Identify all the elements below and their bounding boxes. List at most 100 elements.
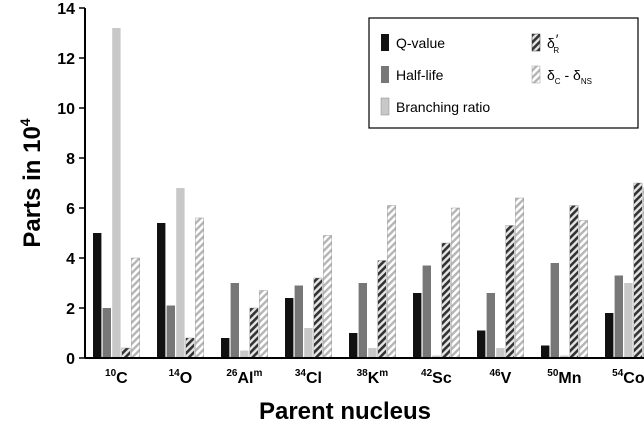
legend-delta-r-sub: R [553, 46, 559, 55]
x-tick-label-cl: 34Cl [295, 368, 322, 387]
bar-cl-series-3 [313, 277, 323, 359]
bar-o-series-1 [166, 305, 175, 358]
bar-mn-series-0 [541, 345, 550, 358]
bar-v-series-3 [505, 225, 515, 359]
bar-c-series-4 [131, 257, 140, 359]
x-tick-mass-number: 26 [226, 368, 238, 379]
bar-co-series-1 [614, 275, 623, 358]
bars-group [93, 28, 644, 359]
bar-sc-series-4 [451, 207, 460, 359]
y-tick-label: 6 [66, 201, 75, 218]
bar-al-series-0 [221, 338, 230, 358]
y-ticks-group: 0 2 4 6 8 10 12 14 [57, 1, 85, 368]
bar-co-series-3 [633, 182, 643, 359]
bar-sc-series-0 [413, 293, 422, 358]
bar-k-series-1 [358, 283, 367, 358]
bar-k-series-0 [349, 333, 358, 358]
x-tick-mass-number: 14 [169, 368, 181, 379]
bar-o-series-4 [195, 217, 204, 359]
legend: Q-value Half-life Branching ratio δ′ R δC… [368, 17, 639, 129]
y-tick-label: 2 [66, 301, 75, 318]
bar-mn-series-2 [560, 355, 569, 358]
legend-label-half-life: Half-life [396, 67, 444, 83]
bar-c-series-2 [112, 28, 121, 358]
bar-k-series-4 [387, 205, 396, 359]
x-tick-element: Mn [558, 370, 581, 387]
y-tick-label: 10 [57, 101, 75, 118]
bar-sc-series-2 [432, 355, 441, 358]
legend-minus: - [561, 67, 573, 83]
x-tick-element: V [501, 370, 512, 387]
x-tick-isomer: m [254, 368, 263, 379]
legend-delta-r-main: δ [547, 35, 555, 51]
bar-v-series-2 [496, 348, 505, 358]
x-tick-mass-number: 54 [612, 368, 624, 379]
legend-delta-ns-sub: NS [581, 77, 592, 86]
legend-swatch-half-life [381, 66, 389, 83]
x-tick-element: C [116, 370, 128, 387]
bar-v-series-1 [486, 293, 495, 358]
y-tick-label: 4 [66, 251, 75, 268]
x-tick-label-sc: 42Sc [421, 368, 452, 387]
x-tick-label-k: 38Km [357, 368, 389, 387]
bar-al-series-3 [249, 307, 259, 359]
y-axis-title-main: Parts in 10 [19, 126, 46, 247]
x-tick-element: K [368, 370, 380, 387]
bar-al-series-1 [230, 283, 239, 358]
bar-al-series-4 [259, 290, 268, 359]
bar-cl-series-4 [323, 235, 332, 359]
x-tick-label-al: 26Alm [226, 368, 262, 387]
x-tick-isomer: m [379, 368, 388, 379]
legend-box [368, 17, 639, 129]
bar-o-series-0 [157, 223, 166, 358]
x-tick-mass-number: 10 [105, 368, 117, 379]
bar-sc-series-3 [441, 242, 451, 359]
bar-v-series-0 [477, 330, 486, 358]
legend-swatch-delta-c-minus-ns [531, 65, 541, 84]
bar-o-series-2 [176, 188, 185, 358]
bar-sc-series-1 [422, 265, 431, 358]
legend-label-delta-r: δ′ R [547, 31, 559, 55]
legend-label-delta-c-minus-ns: δC - δNS [547, 67, 592, 86]
legend-swatch-q-value [381, 34, 389, 51]
bar-mn-series-3 [569, 205, 579, 359]
x-labels-group: 10C 14O 26Alm 34Cl 38Km 42Sc 46V 50Mn 54Co [105, 368, 644, 387]
y-tick-label: 8 [66, 151, 75, 168]
x-tick-mass-number: 34 [295, 368, 307, 379]
bar-v-series-4 [515, 197, 525, 359]
x-tick-element: Co [623, 370, 644, 387]
bar-c-series-3 [121, 347, 131, 359]
legend-swatch-delta-r [531, 33, 541, 52]
bar-cl-series-2 [304, 328, 313, 358]
x-tick-element: Cl [306, 370, 322, 387]
x-tick-element: Al [238, 370, 254, 387]
x-tick-label-c: 10C [105, 368, 128, 387]
bar-k-series-2 [368, 348, 377, 358]
bar-mn-series-1 [550, 263, 559, 358]
legend-delta-c-sub: C [555, 77, 561, 86]
y-tick-label: 0 [66, 351, 75, 368]
legend-delta-r-prime: ′ [556, 31, 559, 47]
legend-label-branching-ratio: Branching ratio [396, 99, 490, 115]
x-tick-mass-number: 50 [547, 368, 559, 379]
x-tick-mass-number: 38 [357, 368, 369, 379]
legend-label-q-value: Q-value [396, 35, 445, 51]
bar-cl-series-1 [294, 285, 303, 358]
bar-o-series-3 [185, 337, 195, 359]
x-tick-mass-number: 46 [490, 368, 502, 379]
y-axis-title: Parts in 104 [17, 118, 46, 247]
y-axis-title-exponent: 4 [17, 118, 33, 126]
y-tick-label: 12 [57, 51, 75, 68]
x-tick-label-mn: 50Mn [547, 368, 581, 387]
bar-co-series-0 [605, 313, 614, 358]
x-axis-title: Parent nucleus [259, 398, 431, 425]
x-tick-element: O [180, 370, 192, 387]
legend-delta-c: δ [547, 67, 555, 83]
bar-c-series-1 [102, 308, 111, 358]
legend-swatch-branching-ratio [380, 97, 390, 116]
bar-mn-series-4 [579, 220, 589, 359]
x-tick-element: Sc [432, 370, 452, 387]
bar-c-series-0 [93, 233, 102, 358]
